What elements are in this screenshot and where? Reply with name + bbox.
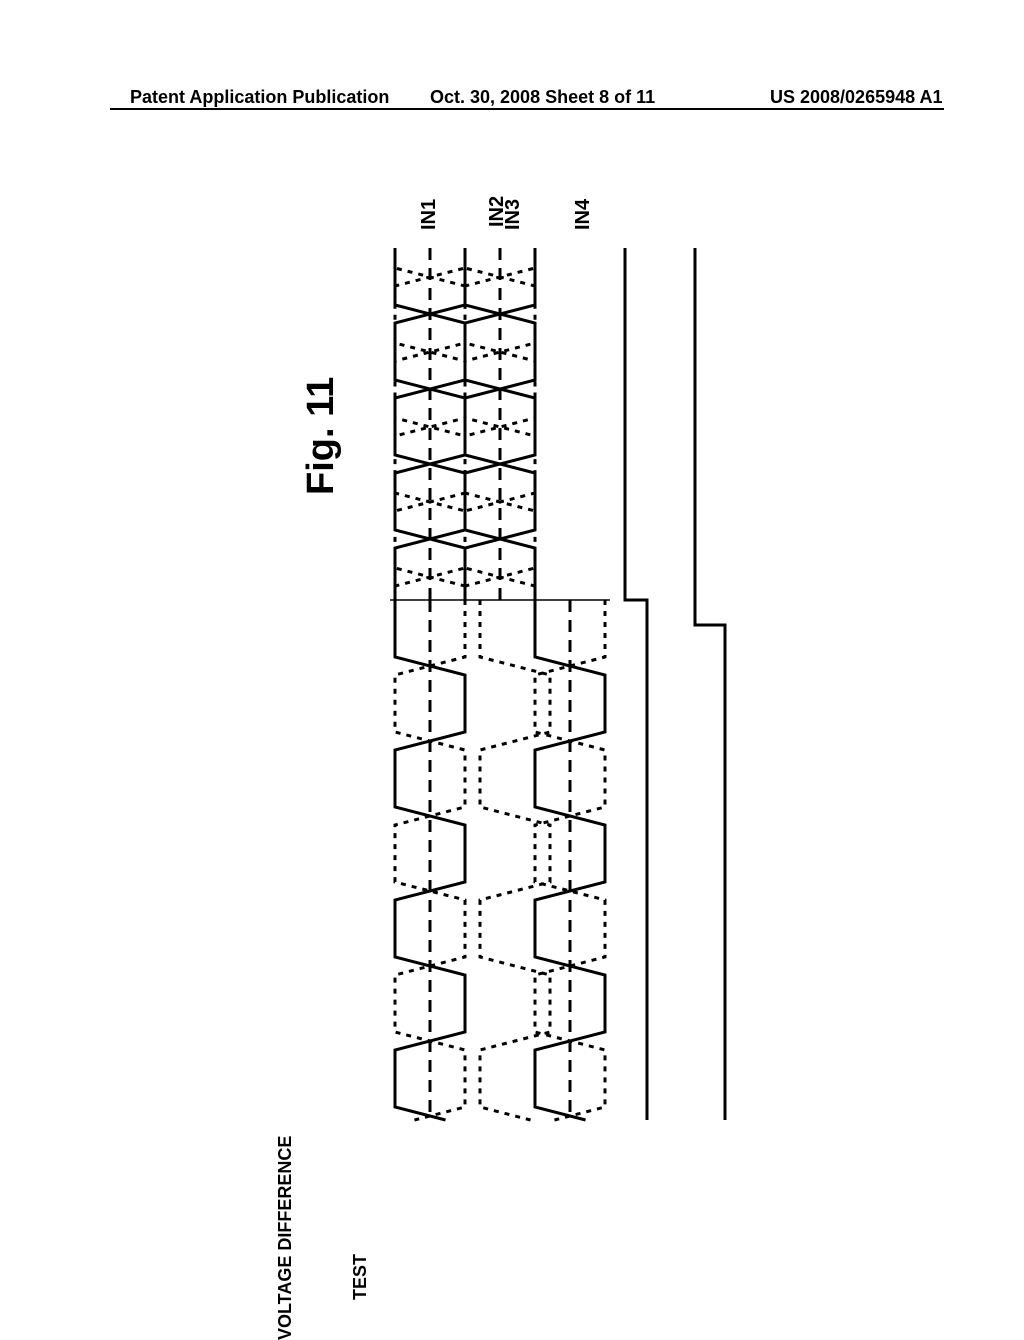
header-rule xyxy=(110,108,944,110)
header-center: Oct. 30, 2008 Sheet 8 of 11 xyxy=(430,87,655,108)
label-in3: IN3 xyxy=(502,199,525,230)
header-right: US 2008/0265948 A1 xyxy=(770,87,942,108)
test-label: TEST xyxy=(350,1254,371,1300)
voltage-difference-label: VOLTAGE DIFFERENCE xyxy=(275,1136,296,1340)
axis-labels-left: VOLTAGE DIFFERENCE TEST xyxy=(275,230,335,1130)
timing-svg xyxy=(385,230,765,1130)
label-in4: IN4 xyxy=(572,199,595,230)
header-left: Patent Application Publication xyxy=(130,87,389,108)
label-in1: IN1 xyxy=(418,199,441,230)
timing-diagram xyxy=(385,230,765,1130)
